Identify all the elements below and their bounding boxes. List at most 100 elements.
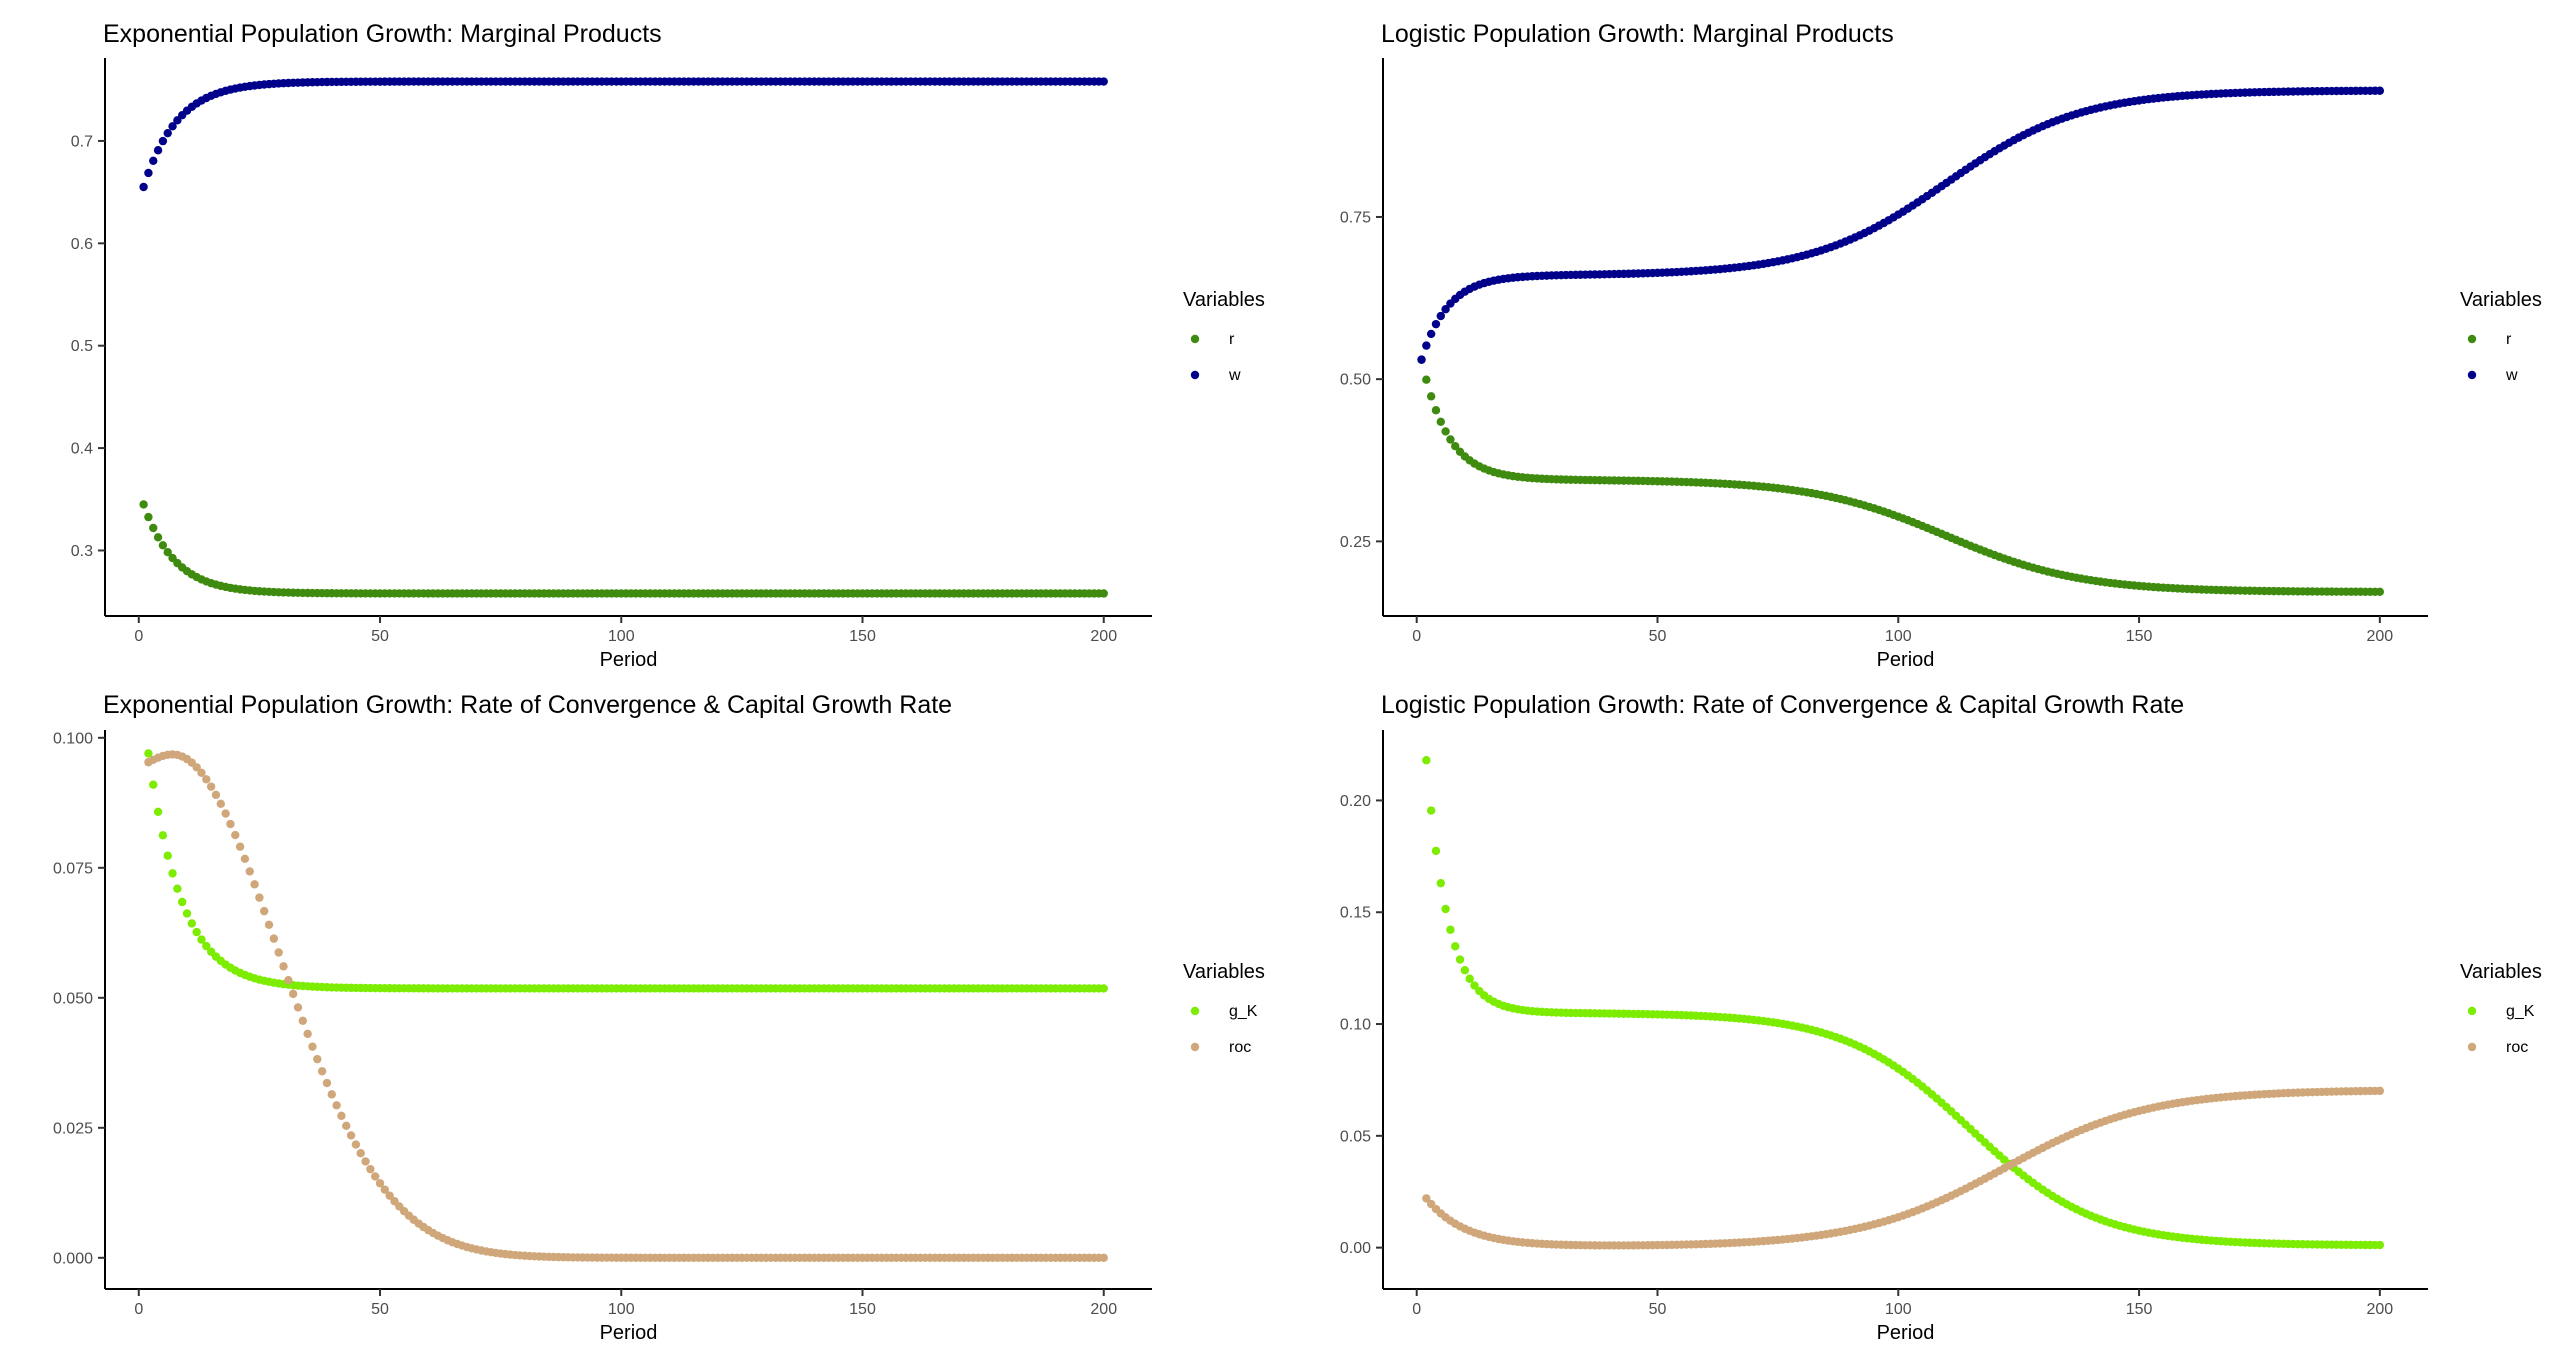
data-point bbox=[313, 1054, 322, 1064]
data-point bbox=[1460, 966, 1470, 975]
data-point bbox=[149, 523, 158, 533]
y-tick-label: 0.00 bbox=[1340, 1240, 1371, 1257]
data-point bbox=[206, 782, 216, 791]
series-g_K bbox=[144, 749, 1108, 993]
data-point bbox=[269, 934, 279, 943]
data-point bbox=[385, 1191, 394, 1200]
data-point bbox=[168, 122, 177, 131]
data-point bbox=[1431, 319, 1441, 329]
legend-label-w: w bbox=[2505, 367, 2518, 384]
data-point bbox=[260, 906, 269, 916]
data-point bbox=[284, 975, 293, 985]
x-tick-label: 0 bbox=[134, 628, 143, 645]
legend-title: Variables bbox=[2460, 961, 2542, 983]
data-point bbox=[1436, 878, 1445, 888]
data-point bbox=[380, 1185, 390, 1194]
data-point bbox=[163, 548, 172, 557]
y-tick-label: 0.6 bbox=[71, 236, 93, 253]
data-point bbox=[187, 919, 197, 928]
y-tick-label: 0.05 bbox=[1340, 1128, 1371, 1145]
legend-label-r: r bbox=[2506, 331, 2512, 348]
legend-label-g_K: g_K bbox=[1229, 1003, 1258, 1020]
x-tick-label: 200 bbox=[2366, 628, 2393, 645]
legend-key-g_K bbox=[1190, 1006, 1200, 1016]
data-point bbox=[1422, 1194, 1431, 1203]
data-point bbox=[1441, 305, 1450, 314]
chart-title: Exponential Population Growth: Rate of C… bbox=[103, 691, 952, 719]
data-point bbox=[235, 842, 245, 851]
data-point bbox=[149, 780, 158, 789]
data-point bbox=[1446, 435, 1455, 444]
data-point bbox=[231, 830, 240, 840]
data-point bbox=[139, 500, 148, 509]
legend-label-roc: roc bbox=[1229, 1039, 1251, 1056]
legend-key-g_K bbox=[2467, 1006, 2477, 1016]
series-r bbox=[139, 500, 1108, 598]
y-tick-label: 0.75 bbox=[1340, 209, 1371, 226]
series-g_K bbox=[1422, 756, 2385, 1250]
data-point bbox=[2375, 1086, 2385, 1096]
data-point bbox=[1426, 806, 1436, 815]
data-point bbox=[158, 831, 168, 840]
data-point bbox=[370, 1172, 380, 1181]
data-point bbox=[1422, 341, 1431, 350]
data-point bbox=[211, 790, 221, 800]
x-axis-title: Period bbox=[1877, 1322, 1935, 1344]
data-point bbox=[322, 1078, 332, 1088]
data-point bbox=[144, 749, 153, 758]
x-axis-title: Period bbox=[600, 1322, 658, 1344]
data-point bbox=[342, 1121, 351, 1131]
y-tick-label: 0.3 bbox=[71, 543, 93, 560]
y-tick-label: 0.10 bbox=[1340, 1017, 1371, 1034]
data-point bbox=[202, 775, 211, 784]
data-point bbox=[1099, 589, 1108, 598]
chart-panel-2: Logistic Population Growth: Marginal Pro… bbox=[1340, 20, 2542, 671]
series-w bbox=[1417, 86, 2385, 364]
x-tick-label: 50 bbox=[371, 628, 389, 645]
data-point bbox=[1426, 392, 1436, 401]
data-point bbox=[2375, 1240, 2385, 1250]
y-tick-label: 0.025 bbox=[53, 1120, 93, 1137]
data-point bbox=[245, 867, 254, 876]
data-point bbox=[366, 1164, 375, 1174]
x-tick-label: 150 bbox=[849, 1301, 876, 1318]
data-point bbox=[274, 948, 283, 957]
chart-panel-4: Logistic Population Growth: Rate of Conv… bbox=[1340, 691, 2542, 1344]
legend-key-roc bbox=[2467, 1042, 2477, 1052]
data-point bbox=[255, 893, 264, 902]
data-point bbox=[1431, 846, 1441, 856]
data-point bbox=[356, 1149, 365, 1158]
y-tick-label: 0.25 bbox=[1340, 534, 1371, 551]
data-point bbox=[197, 768, 206, 778]
chart-panel-1: Exponential Population Growth: Marginal … bbox=[71, 20, 1265, 671]
x-tick-label: 200 bbox=[1090, 1301, 1117, 1318]
x-tick-label: 0 bbox=[1412, 1301, 1421, 1318]
data-point bbox=[168, 869, 177, 878]
legend-label-w: w bbox=[1228, 367, 1241, 384]
data-point bbox=[1422, 375, 1431, 384]
x-tick-label: 150 bbox=[2126, 628, 2153, 645]
x-tick-label: 100 bbox=[608, 1301, 635, 1318]
legend-title: Variables bbox=[2460, 289, 2542, 311]
data-point bbox=[144, 168, 153, 178]
data-point bbox=[1470, 981, 1479, 990]
chart-title: Exponential Population Growth: Marginal … bbox=[103, 20, 662, 48]
chart-title: Logistic Population Growth: Rate of Conv… bbox=[1381, 691, 2184, 719]
x-tick-label: 150 bbox=[849, 628, 876, 645]
data-point bbox=[158, 136, 168, 146]
legend-label-roc: roc bbox=[2506, 1039, 2528, 1056]
data-point bbox=[1451, 942, 1460, 951]
x-tick-label: 200 bbox=[1090, 628, 1117, 645]
legend-title: Variables bbox=[1183, 961, 1265, 983]
y-tick-label: 0.7 bbox=[71, 133, 93, 150]
series-w bbox=[139, 77, 1108, 192]
data-point bbox=[1431, 406, 1441, 415]
legend-key-w bbox=[1190, 370, 1200, 380]
data-point bbox=[197, 935, 206, 944]
y-tick-label: 0.050 bbox=[53, 990, 93, 1007]
data-point bbox=[1441, 427, 1450, 436]
data-point bbox=[279, 962, 288, 971]
legend-label-r: r bbox=[1229, 331, 1235, 348]
